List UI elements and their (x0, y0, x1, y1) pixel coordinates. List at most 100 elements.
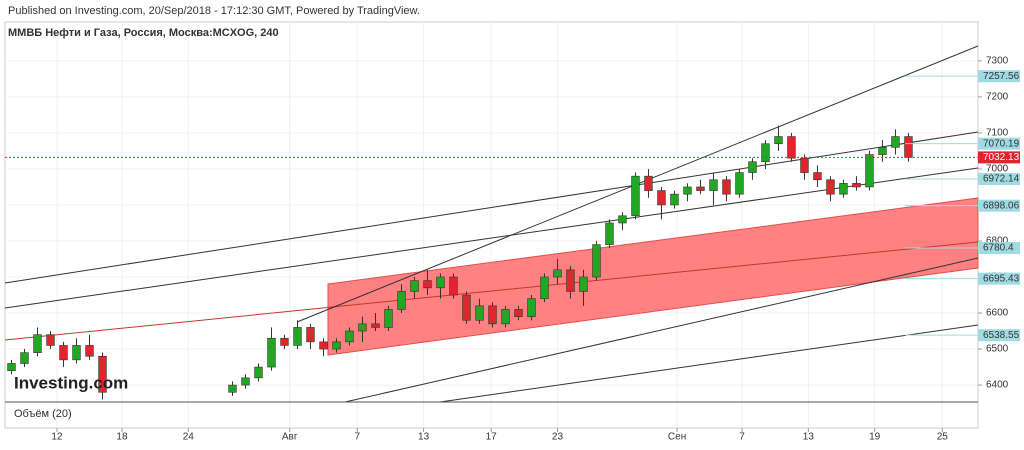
level-box (978, 242, 1020, 255)
candle-body (579, 276, 588, 292)
candle-body (475, 305, 484, 321)
candle-body (319, 341, 328, 350)
candle-body (839, 183, 848, 195)
candle-body (722, 179, 731, 195)
x-tick-label: 17 (486, 432, 498, 443)
x-tick-label: Авг (282, 432, 298, 443)
candle-body (280, 337, 289, 346)
x-tick-label: 7 (739, 432, 745, 443)
level-box (978, 272, 1020, 285)
level-box (978, 137, 1020, 150)
candle-body (865, 154, 874, 188)
candle-body (605, 222, 614, 245)
candle-body (787, 136, 796, 159)
candle-body (592, 244, 601, 278)
candle-body (345, 330, 354, 343)
candle-body (7, 363, 16, 371)
candle-body (436, 276, 445, 289)
candle-body (72, 345, 81, 361)
candle-body (709, 179, 718, 191)
x-tick-label: 23 (552, 432, 564, 443)
candle-body (46, 334, 55, 346)
level-label: 6695.43 (983, 273, 1020, 284)
level-label: 6780.4 (983, 243, 1014, 254)
y-tick-label: 6400 (986, 380, 1009, 391)
candle-body (423, 280, 432, 289)
trend-line (344, 257, 979, 403)
axis: 6400650066006700680069007000710072007300… (5, 56, 1020, 443)
candle-body (618, 215, 627, 224)
candles (7, 125, 913, 400)
y-tick-label: 7100 (986, 128, 1009, 139)
candle-body (683, 186, 692, 195)
x-tick-label: Сен (668, 432, 686, 443)
candle-body (800, 157, 809, 173)
x-tick-label: 13 (803, 432, 815, 443)
candle-body (267, 337, 276, 368)
candle-body (410, 280, 419, 292)
candle-body (891, 136, 900, 148)
x-tick-label: 7 (355, 432, 361, 443)
candle-body (397, 291, 406, 310)
volume-label: Объём (20) (14, 408, 72, 420)
candle-body (735, 172, 744, 195)
level-label: 6538.55 (983, 330, 1020, 341)
y-tick-label: 7200 (986, 92, 1009, 103)
x-tick-label: 13 (418, 432, 430, 443)
y-tick-label: 6800 (986, 236, 1009, 247)
candle-body (696, 186, 705, 191)
candle-body (878, 147, 887, 155)
last-price-label: 7032.13 (983, 152, 1020, 163)
candle-body (774, 136, 783, 145)
candle-body (826, 179, 835, 195)
level-label: 6972.14 (983, 174, 1020, 185)
candle-body (462, 294, 471, 321)
level-label: 7070.19 (983, 138, 1020, 149)
candle-body (644, 175, 653, 191)
candle-body (566, 269, 575, 292)
trend-line (4, 241, 979, 341)
candle-body (514, 309, 523, 317)
candle-body (670, 193, 679, 206)
last-price-box (978, 151, 1020, 164)
trend-lines (4, 45, 979, 403)
x-tick-label: 18 (116, 432, 128, 443)
candle-body (852, 183, 861, 188)
x-tick-label: 19 (869, 432, 881, 443)
published-note: Published on Investing.com, 20/Sep/2018 … (8, 5, 420, 17)
candle-body (527, 298, 536, 317)
candle-body (332, 341, 341, 350)
y-tick-label: 7300 (986, 56, 1009, 67)
candle-body (293, 327, 302, 346)
level-box (978, 70, 1020, 83)
candle-body (33, 334, 42, 353)
y-tick-label: 7000 (986, 164, 1009, 175)
candle-body (85, 345, 94, 357)
candle-body (657, 190, 666, 206)
candle-body (488, 305, 497, 325)
logo: Investing.com (14, 373, 128, 392)
trend-line (4, 167, 979, 309)
candle-body (228, 384, 237, 393)
candle-body (98, 355, 107, 393)
candle-body (358, 323, 367, 332)
candle-body (59, 345, 68, 361)
candle-body (813, 172, 822, 181)
trend-line (4, 131, 979, 284)
level-box (978, 172, 1020, 185)
candle-body (449, 276, 458, 296)
level-box (978, 199, 1020, 212)
candle-body (631, 175, 640, 217)
candle-body (254, 366, 263, 379)
candle-body (748, 161, 757, 173)
candle-body (241, 377, 250, 386)
candle-body (501, 309, 510, 325)
candle-body (553, 269, 562, 278)
candle-body (306, 327, 315, 343)
candle-body (904, 136, 913, 158)
candle-body (20, 352, 29, 364)
y-tick-label: 6600 (986, 308, 1009, 319)
candle-body (371, 323, 380, 328)
x-tick-label: 25 (937, 432, 949, 443)
